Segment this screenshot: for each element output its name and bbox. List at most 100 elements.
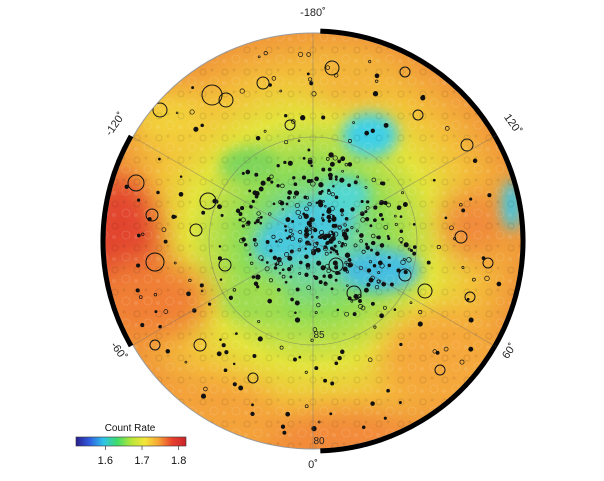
detection-marker	[186, 291, 191, 297]
detection-marker	[304, 206, 309, 212]
detection-marker	[279, 345, 284, 350]
detection-marker	[334, 195, 339, 200]
detection-marker	[459, 202, 463, 207]
detection-marker	[353, 243, 358, 248]
detection-marker	[325, 157, 330, 161]
detection-marker	[370, 248, 373, 252]
detection-marker	[271, 234, 276, 239]
lon-label-upper-left: -120˚	[103, 110, 128, 138]
detection-marker	[309, 81, 314, 86]
detection-marker	[241, 171, 245, 175]
detection-marker	[257, 319, 261, 324]
detection-marker	[381, 181, 386, 186]
detection-marker	[432, 178, 436, 182]
detection-marker	[276, 164, 280, 168]
detection-marker	[334, 361, 339, 366]
detection-marker	[287, 190, 293, 195]
crater-outline	[149, 339, 161, 351]
crater-outline	[218, 92, 234, 108]
detection-marker	[232, 362, 236, 366]
detection-marker	[272, 202, 276, 206]
crater-outline	[189, 223, 203, 237]
crater-outline	[412, 109, 424, 121]
detection-marker	[248, 253, 252, 256]
crater-outline	[346, 285, 362, 301]
detection-marker	[336, 308, 340, 312]
detection-marker	[300, 115, 306, 121]
detection-marker	[360, 217, 366, 223]
detection-marker	[178, 191, 184, 197]
detection-marker	[293, 357, 297, 362]
detection-marker	[334, 249, 339, 254]
detection-marker	[260, 180, 266, 186]
detection-marker	[287, 255, 293, 261]
detection-marker	[265, 240, 270, 244]
detection-marker	[156, 190, 160, 195]
detection-marker	[189, 109, 195, 115]
crater-outline	[201, 84, 223, 106]
detection-marker	[307, 159, 313, 165]
detection-marker	[353, 293, 359, 300]
detection-marker	[409, 248, 414, 253]
detection-marker	[330, 236, 336, 242]
detection-marker	[271, 76, 277, 81]
detection-marker	[218, 245, 222, 248]
crater-outline	[256, 76, 270, 90]
detection-marker	[321, 115, 326, 120]
detection-marker	[377, 271, 381, 275]
detection-marker	[344, 311, 349, 317]
detection-marker	[481, 256, 486, 260]
detection-marker	[323, 378, 328, 383]
detection-marker	[165, 349, 171, 354]
detection-marker	[318, 202, 324, 208]
detection-marker	[290, 236, 295, 242]
detection-marker	[308, 77, 313, 82]
detection-marker	[379, 313, 384, 319]
detection-marker	[347, 296, 352, 301]
detection-marker	[254, 172, 259, 177]
detection-marker	[368, 260, 372, 264]
detection-marker	[257, 55, 261, 59]
detection-marker	[291, 232, 294, 236]
detection-marker	[324, 204, 327, 208]
detection-marker	[370, 241, 375, 245]
detection-marker	[417, 321, 423, 327]
detection-marker	[290, 297, 294, 302]
detection-marker	[383, 416, 387, 420]
detection-marker	[387, 255, 391, 260]
detection-marker	[287, 195, 291, 200]
detection-marker	[298, 51, 304, 57]
detection-marker	[396, 205, 402, 211]
crater-outline	[218, 258, 232, 272]
detection-marker	[412, 245, 417, 249]
detection-marker	[387, 236, 391, 241]
detection-marker	[304, 247, 307, 250]
colorbar: Count Rate 1.6 1.7 1.8	[75, 423, 186, 467]
detection-marker	[285, 202, 289, 206]
detection-marker	[374, 284, 380, 290]
detection-marker	[158, 157, 161, 161]
detection-marker	[307, 201, 312, 207]
detection-marker	[304, 404, 309, 409]
detection-marker	[393, 308, 397, 311]
detection-marker	[406, 257, 412, 263]
detection-marker	[269, 174, 274, 179]
detection-marker	[278, 261, 283, 267]
detection-marker	[357, 294, 362, 299]
detection-marker	[141, 232, 145, 236]
detection-marker	[220, 213, 224, 217]
detection-marker	[376, 235, 380, 240]
detection-marker	[435, 350, 440, 355]
detection-marker	[250, 261, 254, 265]
detection-marker	[235, 208, 241, 214]
detection-marker	[257, 336, 263, 342]
lon-label-upper-right: 120˚	[501, 112, 523, 137]
detection-marker	[219, 338, 222, 341]
detection-marker	[252, 237, 257, 242]
detection-marker	[298, 272, 302, 275]
detection-marker	[252, 354, 257, 358]
detection-marker	[344, 216, 349, 221]
detection-marker	[396, 268, 401, 273]
graticule	[132, 33, 494, 449]
detection-marker	[375, 79, 379, 83]
